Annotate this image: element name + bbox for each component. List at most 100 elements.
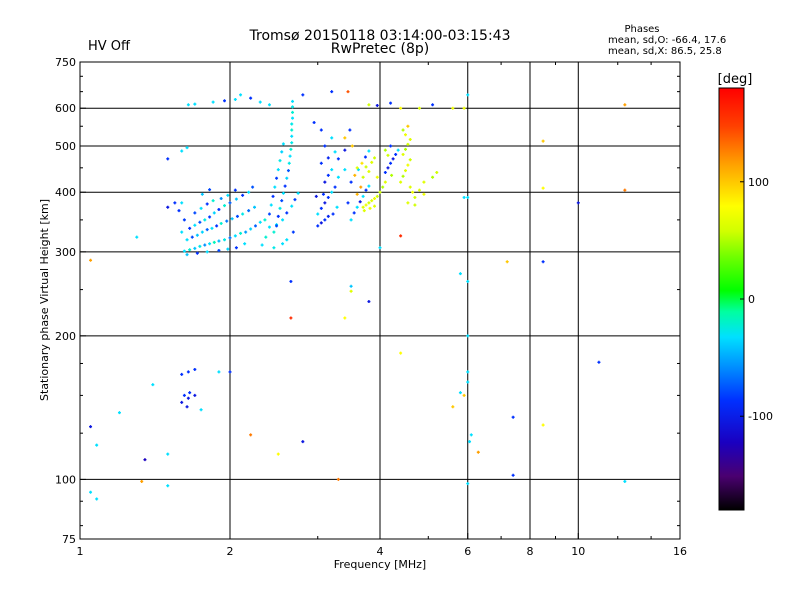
data-point (411, 190, 415, 194)
data-point (386, 153, 390, 157)
y-tick-label: 200 (55, 330, 76, 343)
data-point (468, 440, 472, 444)
data-point (389, 144, 393, 148)
data-point (319, 206, 323, 210)
data-point (285, 176, 289, 180)
data-point (462, 195, 466, 199)
data-point (291, 110, 295, 114)
x-tick-label: 8 (527, 545, 534, 558)
data-point (193, 102, 197, 106)
data-point (217, 207, 221, 211)
data-point (326, 156, 330, 160)
data-point (401, 152, 405, 156)
data-point (95, 497, 99, 501)
data-point (323, 218, 327, 222)
data-point (177, 209, 181, 213)
data-point (349, 284, 353, 288)
data-point (290, 128, 294, 132)
data-point (399, 106, 403, 110)
data-point (233, 188, 237, 192)
x-axis-label: Frequency [MHz] (334, 558, 426, 571)
data-point (330, 168, 334, 172)
data-point (319, 161, 323, 165)
data-point (399, 234, 403, 238)
data-point (276, 452, 280, 456)
data-point (217, 370, 221, 374)
data-point (367, 201, 371, 205)
data-point (281, 242, 285, 246)
data-point (391, 157, 395, 161)
data-point (336, 175, 340, 179)
data-point (394, 152, 398, 156)
data-point (173, 201, 177, 205)
data-point (597, 360, 601, 364)
grid-lines (80, 62, 680, 539)
data-point (330, 190, 334, 194)
data-point (390, 173, 394, 177)
data-point (193, 223, 197, 227)
data-point (193, 211, 197, 215)
data-point (233, 97, 237, 101)
data-point (193, 246, 197, 250)
data-point (359, 185, 363, 189)
data-point (401, 128, 405, 132)
data-point (361, 194, 365, 198)
data-point (276, 168, 280, 172)
data-point (239, 93, 243, 97)
chart-subtitle: RwPretec (8p) (331, 41, 429, 57)
data-point (247, 190, 251, 194)
data-point (185, 405, 189, 409)
data-point (217, 239, 221, 243)
x-tick-label: 4 (377, 545, 384, 558)
data-point (383, 180, 387, 184)
data-point (247, 209, 251, 213)
data-point (140, 479, 144, 483)
data-point (435, 170, 439, 174)
data-point (367, 300, 371, 304)
data-point (89, 258, 93, 262)
data-point (321, 192, 325, 196)
data-point (422, 192, 426, 196)
data-point (290, 134, 294, 138)
data-point (296, 191, 300, 195)
data-point (336, 157, 340, 161)
data-point (89, 490, 93, 494)
data-point (235, 214, 239, 218)
colorbar-tick-label: 100 (748, 176, 769, 189)
data-point (389, 101, 393, 105)
data-point (223, 204, 227, 208)
data-point (541, 260, 545, 264)
data-points (89, 90, 627, 501)
data-point (413, 203, 417, 207)
data-point (373, 156, 377, 160)
data-point (386, 166, 390, 170)
data-point (249, 433, 253, 437)
data-point (205, 202, 209, 206)
colorbar-ticks: 100 0 -100 (740, 176, 773, 423)
data-point (258, 100, 262, 104)
data-point (466, 380, 470, 384)
data-point (180, 230, 184, 234)
data-point (301, 93, 305, 97)
data-point (403, 147, 407, 151)
data-point (208, 215, 212, 219)
data-point (355, 205, 359, 209)
data-point (241, 193, 245, 197)
data-point (348, 128, 352, 132)
data-point (244, 230, 248, 234)
data-point (263, 218, 267, 222)
data-point (316, 224, 320, 228)
data-point (200, 230, 204, 234)
data-point (180, 149, 184, 153)
data-point (349, 218, 353, 222)
data-point (289, 147, 293, 151)
y-tick-label: 75 (62, 533, 76, 546)
data-point (289, 279, 293, 283)
data-point (462, 106, 466, 110)
data-point (267, 225, 271, 229)
data-point (406, 142, 410, 146)
data-point (364, 165, 368, 169)
data-point (280, 199, 284, 203)
data-point (335, 205, 339, 209)
data-point (466, 195, 470, 199)
